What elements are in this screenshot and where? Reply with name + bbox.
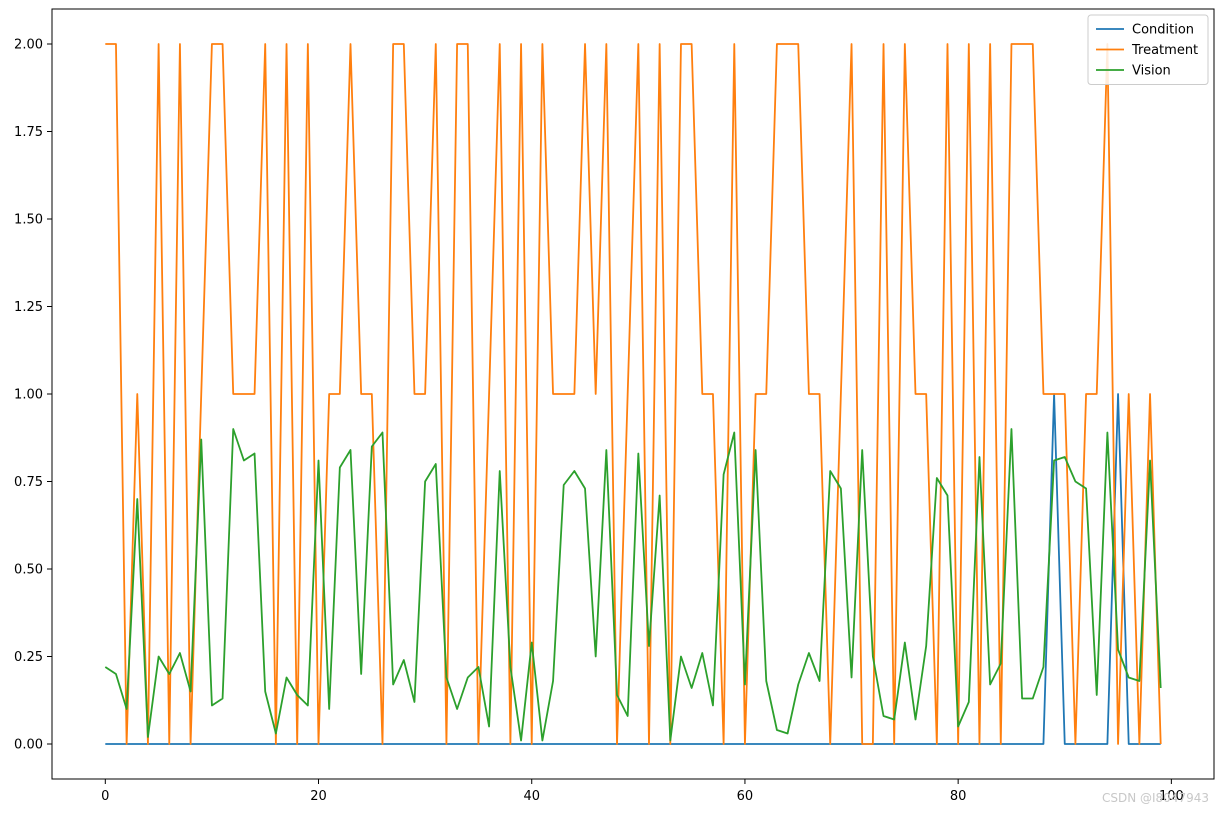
series-line-vision xyxy=(104,428,1162,742)
legend: Condition Treatment Vision xyxy=(1087,14,1209,85)
y-tick-label: 1.50 xyxy=(14,213,43,228)
y-tick-label: 0.00 xyxy=(14,738,43,753)
series-line-condition xyxy=(105,393,1161,745)
x-tick-label: 20 xyxy=(310,789,327,804)
x-tick-label: 60 xyxy=(737,789,754,804)
y-tick-label: 1.75 xyxy=(14,125,43,140)
legend-label-treatment: Treatment xyxy=(1131,43,1198,58)
series-line-treatment xyxy=(105,43,1162,745)
x-axis: 0 20 40 60 80 100 xyxy=(101,779,1184,804)
legend-label-vision: Vision xyxy=(1132,64,1171,79)
series-lines xyxy=(104,43,1162,745)
legend-label-condition: Condition xyxy=(1132,23,1194,38)
watermark: CSDN @I8047943 xyxy=(1101,791,1209,805)
legend-box xyxy=(1087,14,1209,85)
y-tick-label: 0.75 xyxy=(14,475,43,490)
x-tick-label: 80 xyxy=(950,789,967,804)
y-tick-label: 1.00 xyxy=(14,388,43,403)
x-tick-label: 0 xyxy=(101,789,109,804)
plot-frame xyxy=(51,8,1215,780)
y-tick-label: 0.50 xyxy=(14,563,43,578)
y-tick-label: 0.25 xyxy=(14,650,43,665)
x-tick-label: 40 xyxy=(523,789,540,804)
y-tick-label: 1.25 xyxy=(14,300,43,315)
y-axis: 0.00 0.25 0.50 0.75 1.00 1.25 1.50 1.75 2.00 xyxy=(14,38,52,753)
x-tick-label: 100 xyxy=(1159,789,1184,804)
y-tick-label: 2.00 xyxy=(14,38,43,53)
